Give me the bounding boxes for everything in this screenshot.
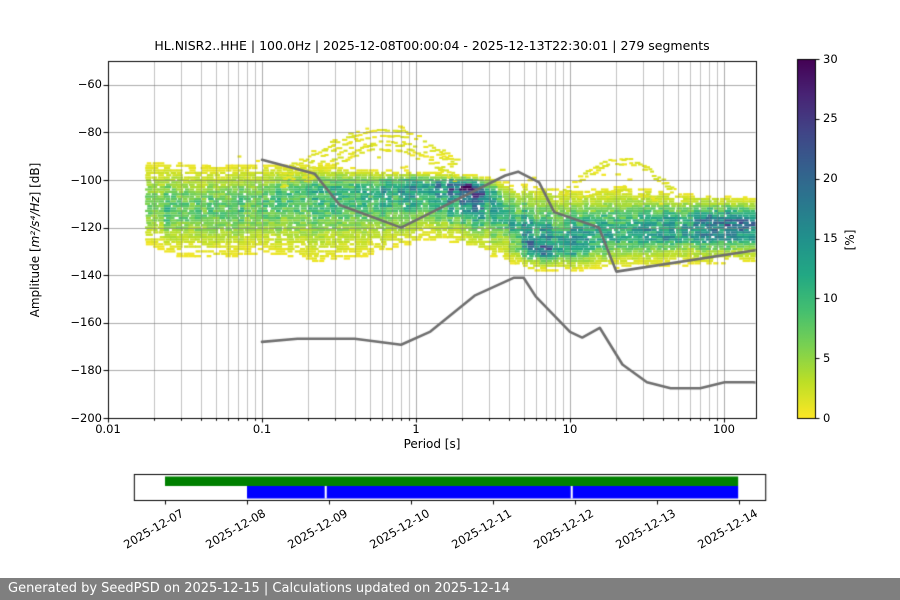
- colorbar-tick-label: 5: [823, 350, 831, 365]
- y-tick-label: −160: [70, 315, 102, 330]
- colorbar-tick-label: 10: [823, 290, 838, 305]
- y-tick-label: −140: [70, 267, 102, 282]
- y-tick-label: −180: [70, 362, 102, 377]
- colorbar-tick-label: 0: [823, 410, 831, 425]
- footer-text: Generated by SeedPSD on 2025-12-15 | Cal…: [8, 581, 510, 596]
- x-axis-label: Period [s]: [403, 437, 461, 451]
- footer-bar: Generated by SeedPSD on 2025-12-15 | Cal…: [0, 578, 900, 600]
- plot-title: HL.NISR2..HHE | 100.0Hz | 2025-12-08T00:…: [154, 38, 710, 53]
- x-tick-label: 0.1: [252, 422, 272, 436]
- colorbar-tick-label: 20: [823, 171, 838, 186]
- y-tick-label: −100: [70, 172, 102, 187]
- y-tick-label: −200: [70, 410, 102, 425]
- x-tick-label: 100: [713, 422, 735, 436]
- y-tick-label: −120: [70, 220, 102, 235]
- x-tick-label: 0.01: [95, 422, 121, 436]
- x-tick-label: 1: [412, 422, 420, 436]
- y-tick-label: −60: [77, 77, 102, 92]
- colorbar-tick-label: 25: [823, 111, 838, 126]
- x-tick-label: 10: [562, 422, 578, 436]
- colorbar-tick-label: 15: [823, 231, 838, 245]
- y-tick-label: −80: [77, 124, 102, 139]
- colorbar-tick-label: 30: [823, 51, 838, 66]
